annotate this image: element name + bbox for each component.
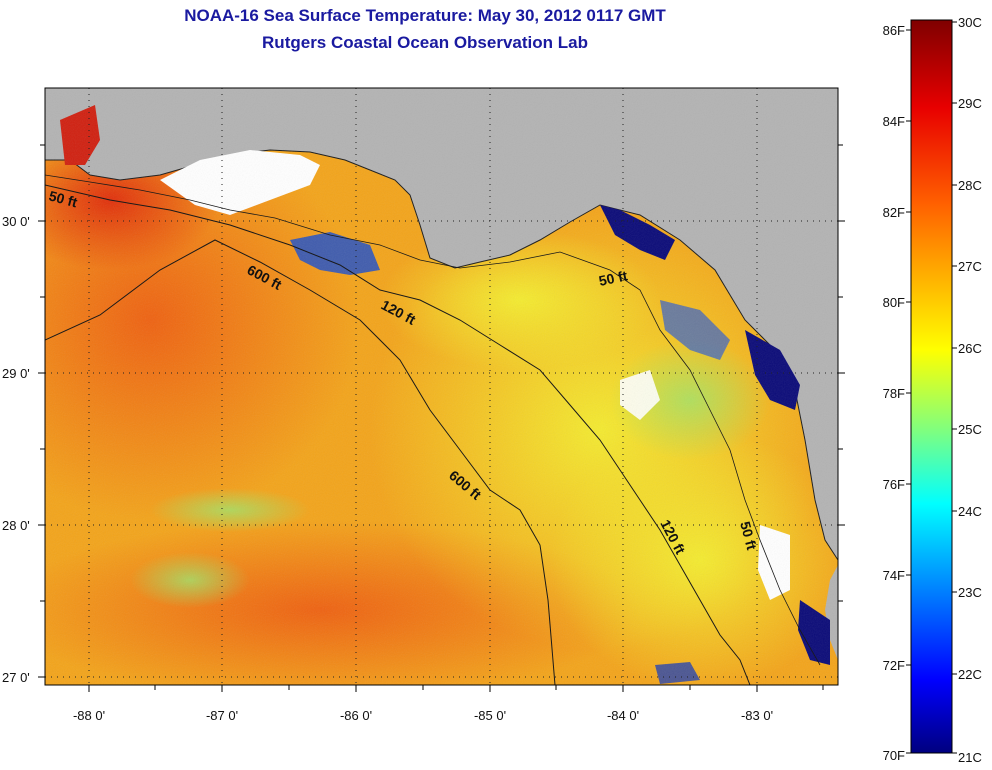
colorbar-f-label: 78F — [883, 386, 905, 401]
colorbar — [910, 19, 953, 754]
colorbar-c-label: 22C — [958, 667, 982, 682]
colorbar-f-label: 70F — [883, 748, 905, 763]
map-title: NOAA-16 Sea Surface Temperature: May 30,… — [184, 6, 666, 25]
colorbar-f-label: 76F — [883, 477, 905, 492]
colorbar-c-label: 23C — [958, 585, 982, 600]
map-subtitle: Rutgers Coastal Ocean Observation Lab — [262, 33, 588, 52]
contour-label-50ft-south: 50 ft — [737, 520, 760, 552]
lon-label: -83 0' — [741, 708, 773, 723]
colorbar-c-label: 21C — [958, 750, 982, 765]
colorbar-ticks — [906, 21, 957, 754]
lat-label: 28 0' — [2, 518, 30, 533]
colorbar-f-label: 82F — [883, 205, 905, 220]
colorbar-c-label: 26C — [958, 341, 982, 356]
lon-label: -84 0' — [607, 708, 639, 723]
contour-50ft — [45, 174, 821, 666]
colorbar-c-label: 25C — [958, 422, 982, 437]
lon-label: -85 0' — [474, 708, 506, 723]
contour-600ft — [45, 239, 556, 685]
lon-label: -87 0' — [206, 708, 238, 723]
colorbar-c-label: 24C — [958, 504, 982, 519]
colorbar-f-label: 84F — [883, 114, 905, 129]
lat-label: 30 0' — [2, 214, 30, 229]
colorbar-c-label: 29C — [958, 96, 982, 111]
colorbar-c-label: 27C — [958, 259, 982, 274]
colorbar-c-label: 30C — [958, 15, 982, 30]
lat-label: 29 0' — [2, 366, 30, 381]
graticule — [45, 88, 838, 685]
contour-120ft — [45, 184, 751, 685]
lat-label: 27 0' — [2, 670, 30, 685]
lon-label: -88 0' — [73, 708, 105, 723]
texture — [45, 88, 838, 685]
colorbar-c-label: 28C — [958, 178, 982, 193]
contour-label-50ft-west: 50 ft — [47, 187, 79, 210]
colorbar-f-label: 72F — [883, 658, 905, 673]
tick-marks — [38, 144, 845, 692]
colorbar-f-label: 74F — [883, 568, 905, 583]
map-frame — [44, 87, 839, 686]
map-area: 50 ft 600 ft 120 ft 50 ft 600 ft 120 ft … — [45, 88, 838, 685]
lon-label: -86 0' — [340, 708, 372, 723]
colorbar-f-label: 86F — [883, 23, 905, 38]
contour-label-50ft-bay: 50 ft — [597, 267, 629, 289]
colorbar-f-label: 80F — [883, 295, 905, 310]
